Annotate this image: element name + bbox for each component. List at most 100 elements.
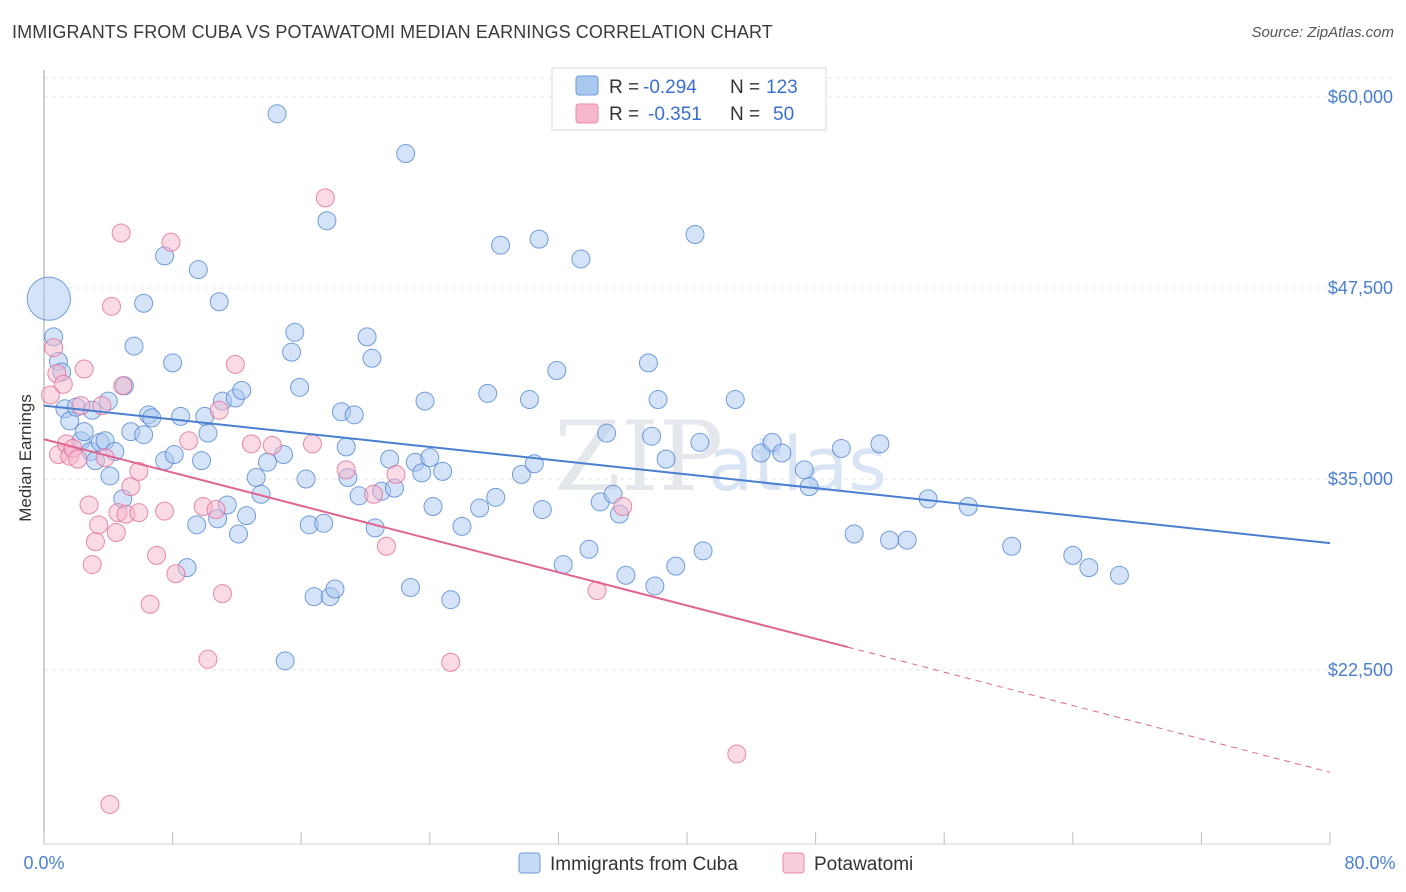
point-potawatomi bbox=[166, 564, 186, 584]
y-axis-label: Median Earnings bbox=[16, 394, 35, 522]
point-potawatomi bbox=[85, 532, 105, 552]
legend-r-value-potawatomi: -0.351 bbox=[648, 104, 702, 125]
point-potawatomi bbox=[225, 354, 245, 374]
point-potawatomi bbox=[40, 385, 60, 405]
point-cuba bbox=[365, 518, 385, 538]
point-potawatomi bbox=[82, 555, 102, 575]
point-cuba bbox=[693, 541, 713, 561]
point-cuba bbox=[690, 432, 710, 452]
point-cuba bbox=[491, 235, 511, 255]
point-cuba bbox=[579, 539, 599, 559]
point-cuba bbox=[880, 530, 900, 550]
point-potawatomi bbox=[364, 484, 384, 504]
point-cuba bbox=[519, 390, 539, 410]
series-potawatomi-points bbox=[40, 188, 747, 814]
point-potawatomi bbox=[441, 652, 461, 672]
point-potawatomi bbox=[89, 515, 109, 535]
trend-line-potawatomi-extension bbox=[847, 646, 1331, 773]
x-tick-label-min: 0.0% bbox=[23, 853, 64, 873]
point-cuba bbox=[257, 452, 277, 472]
legend-swatch-potawatomi bbox=[575, 103, 599, 124]
point-cuba bbox=[171, 406, 191, 426]
point-cuba bbox=[237, 506, 257, 526]
point-cuba bbox=[209, 292, 229, 312]
point-cuba bbox=[452, 516, 472, 536]
point-cuba bbox=[26, 276, 71, 321]
point-cuba bbox=[529, 229, 549, 249]
point-cuba bbox=[423, 497, 443, 517]
gridlines bbox=[44, 77, 1392, 671]
point-cuba bbox=[571, 249, 591, 269]
point-cuba bbox=[401, 577, 421, 597]
bottom-legend: Immigrants from Cuba Potawatomi bbox=[518, 852, 913, 875]
y-tick-label: $47,500 bbox=[1328, 278, 1393, 298]
point-cuba bbox=[246, 467, 266, 487]
point-cuba bbox=[198, 423, 218, 443]
point-potawatomi bbox=[262, 435, 282, 455]
point-cuba bbox=[396, 144, 416, 164]
bottom-legend-swatch-cuba bbox=[518, 852, 541, 874]
point-potawatomi bbox=[198, 649, 218, 669]
point-potawatomi bbox=[302, 434, 322, 454]
source-credit: Source: ZipAtlas.com bbox=[1251, 24, 1394, 41]
y-tick-label: $22,500 bbox=[1328, 660, 1393, 680]
point-potawatomi bbox=[106, 522, 126, 542]
point-cuba bbox=[511, 464, 531, 484]
point-cuba bbox=[412, 463, 432, 483]
point-cuba bbox=[187, 515, 207, 535]
point-cuba bbox=[656, 449, 676, 469]
point-cuba bbox=[357, 327, 377, 347]
point-potawatomi bbox=[121, 477, 141, 497]
point-potawatomi bbox=[212, 584, 232, 604]
point-cuba bbox=[844, 524, 864, 544]
point-cuba bbox=[74, 422, 94, 442]
point-cuba bbox=[433, 461, 453, 481]
point-potawatomi bbox=[100, 794, 120, 814]
point-cuba bbox=[831, 438, 851, 458]
y-axis-tick-labels: $22,500 $35,000 $47,500 $60,000 bbox=[1328, 87, 1393, 680]
y-tick-label: $35,000 bbox=[1328, 469, 1393, 489]
bottom-legend-label-cuba: Immigrants from Cuba bbox=[550, 854, 738, 875]
point-cuba bbox=[362, 348, 382, 368]
legend-r-label-cuba: R = bbox=[609, 77, 639, 98]
point-potawatomi bbox=[113, 376, 133, 396]
legend-box: R = -0.294 N = 123 R = -0.351 N = 50 bbox=[551, 67, 827, 131]
point-cuba bbox=[666, 556, 686, 576]
point-cuba bbox=[124, 336, 144, 356]
point-cuba bbox=[1002, 536, 1022, 556]
point-cuba bbox=[642, 426, 662, 446]
point-cuba bbox=[325, 579, 345, 599]
point-cuba bbox=[794, 460, 814, 480]
point-cuba bbox=[897, 530, 917, 550]
point-cuba bbox=[164, 445, 184, 465]
point-cuba bbox=[275, 651, 295, 671]
point-cuba bbox=[282, 342, 302, 362]
trend-line-cuba bbox=[43, 404, 1331, 545]
point-potawatomi bbox=[376, 536, 396, 556]
legend-n-value-cuba: 123 bbox=[766, 77, 798, 98]
point-cuba bbox=[267, 104, 287, 124]
point-cuba bbox=[648, 390, 668, 410]
point-potawatomi bbox=[111, 223, 131, 243]
point-cuba bbox=[616, 565, 636, 585]
point-potawatomi bbox=[155, 501, 175, 521]
point-potawatomi bbox=[336, 460, 356, 480]
trend-line-potawatomi bbox=[43, 438, 849, 649]
point-cuba bbox=[685, 225, 705, 245]
point-cuba bbox=[251, 484, 271, 504]
legend-n-label-potawatomi: N = bbox=[730, 104, 760, 125]
point-cuba bbox=[1063, 545, 1083, 565]
point-cuba bbox=[100, 466, 120, 486]
point-cuba bbox=[1109, 565, 1129, 585]
point-cuba bbox=[638, 353, 658, 373]
x-tick-label-max: 80.0% bbox=[1344, 853, 1395, 873]
legend-swatch-cuba bbox=[575, 75, 599, 96]
point-potawatomi bbox=[161, 232, 181, 252]
watermark-zip: ZIP bbox=[554, 401, 723, 513]
point-potawatomi bbox=[68, 449, 88, 469]
point-cuba bbox=[163, 353, 183, 373]
point-cuba bbox=[645, 576, 665, 596]
point-cuba bbox=[229, 524, 249, 544]
y-tick-label: $60,000 bbox=[1328, 87, 1393, 107]
